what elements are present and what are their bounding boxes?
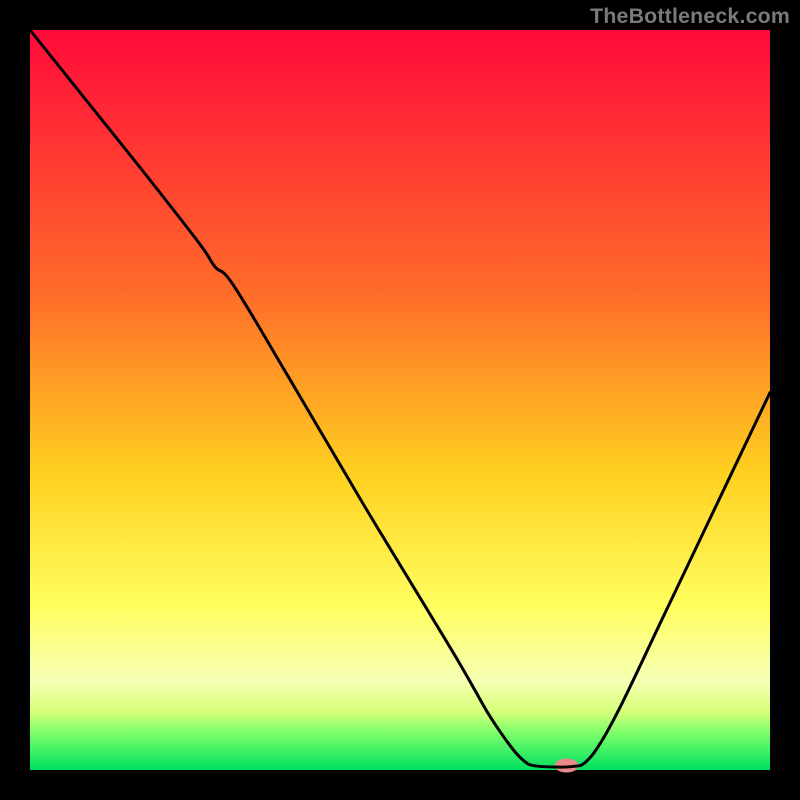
- watermark-text: TheBottleneck.com: [590, 4, 790, 29]
- plot-background-gradient: [30, 30, 770, 770]
- chart-stage: TheBottleneck.com: [0, 0, 800, 800]
- bottleneck-chart-svg: [0, 0, 800, 800]
